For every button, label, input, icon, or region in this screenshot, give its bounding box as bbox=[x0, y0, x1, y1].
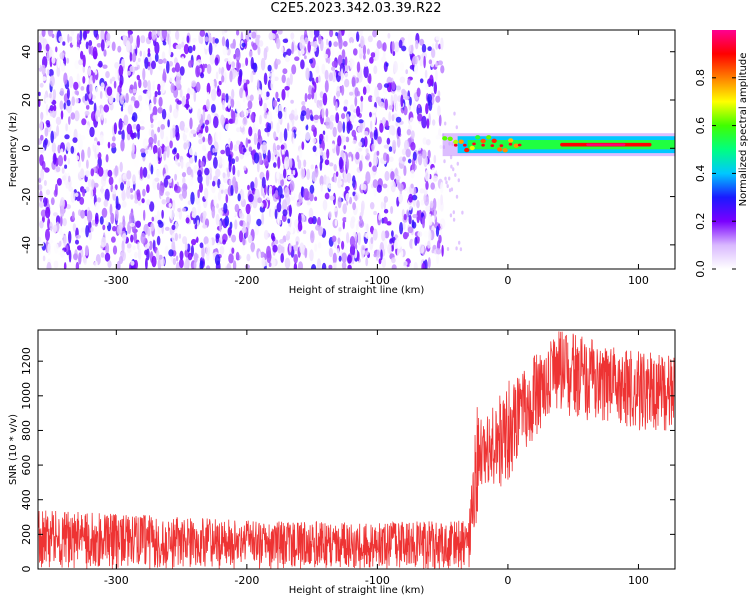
colorbar-tick-label: 0.0 bbox=[694, 260, 707, 278]
y-tick-label: 200 bbox=[20, 524, 33, 545]
signal-band bbox=[442, 133, 675, 157]
x-tick-label: -300 bbox=[104, 574, 129, 587]
colorbar-tick-label: 0.8 bbox=[694, 69, 707, 87]
colorbar bbox=[712, 30, 736, 270]
y-tick-label: 400 bbox=[20, 489, 33, 510]
spectrogram-frame bbox=[37, 29, 676, 270]
x-axis-label: Height of straight line (km) bbox=[289, 285, 425, 296]
colorbar-gradient bbox=[712, 30, 736, 269]
y-axis-label: Frequency (Hz) bbox=[8, 112, 19, 188]
x-tick-label: -200 bbox=[234, 574, 259, 587]
colorbar-tick-label: 0.4 bbox=[694, 165, 707, 183]
y-tick-label: -20 bbox=[20, 188, 33, 206]
x-axis-label: Height of straight line (km) bbox=[289, 585, 425, 596]
x-tick-label: 0 bbox=[504, 574, 511, 587]
figure-title: C2E5.2023.342.03.39.R22 bbox=[270, 1, 442, 16]
noise-region bbox=[38, 30, 464, 269]
y-tick-label: 0 bbox=[20, 566, 33, 573]
snr-frame bbox=[37, 329, 676, 570]
x-tick-label: -100 bbox=[365, 274, 390, 287]
y-tick-label: 40 bbox=[20, 45, 33, 59]
x-tick-label: 0 bbox=[504, 274, 511, 287]
colorbar-tick-label: 0.2 bbox=[694, 212, 707, 230]
x-tick-label: -300 bbox=[104, 274, 129, 287]
y-axis-label: SNR (10 * v/v) bbox=[8, 414, 19, 485]
snr-panel bbox=[37, 329, 676, 570]
y-tick-label: 1000 bbox=[20, 382, 33, 410]
y-tick-label: -40 bbox=[20, 236, 33, 254]
x-tick-label: -200 bbox=[234, 274, 259, 287]
spectrogram-image bbox=[38, 30, 675, 269]
colorbar-label: Normalized spectral amplitude bbox=[738, 53, 749, 207]
y-tick-label: 800 bbox=[20, 420, 33, 441]
y-tick-label: 600 bbox=[20, 455, 33, 476]
y-tick-label: 20 bbox=[20, 93, 33, 107]
colorbar-tick-label: 0.6 bbox=[694, 117, 707, 135]
snr-series-line bbox=[37, 331, 676, 569]
x-tick-label: 100 bbox=[628, 274, 649, 287]
y-tick-label: 0 bbox=[20, 145, 33, 152]
x-tick-label: 100 bbox=[628, 574, 649, 587]
y-tick-label: 1200 bbox=[20, 347, 33, 375]
spectrogram-panel bbox=[37, 29, 676, 270]
x-tick-label: -100 bbox=[365, 574, 390, 587]
